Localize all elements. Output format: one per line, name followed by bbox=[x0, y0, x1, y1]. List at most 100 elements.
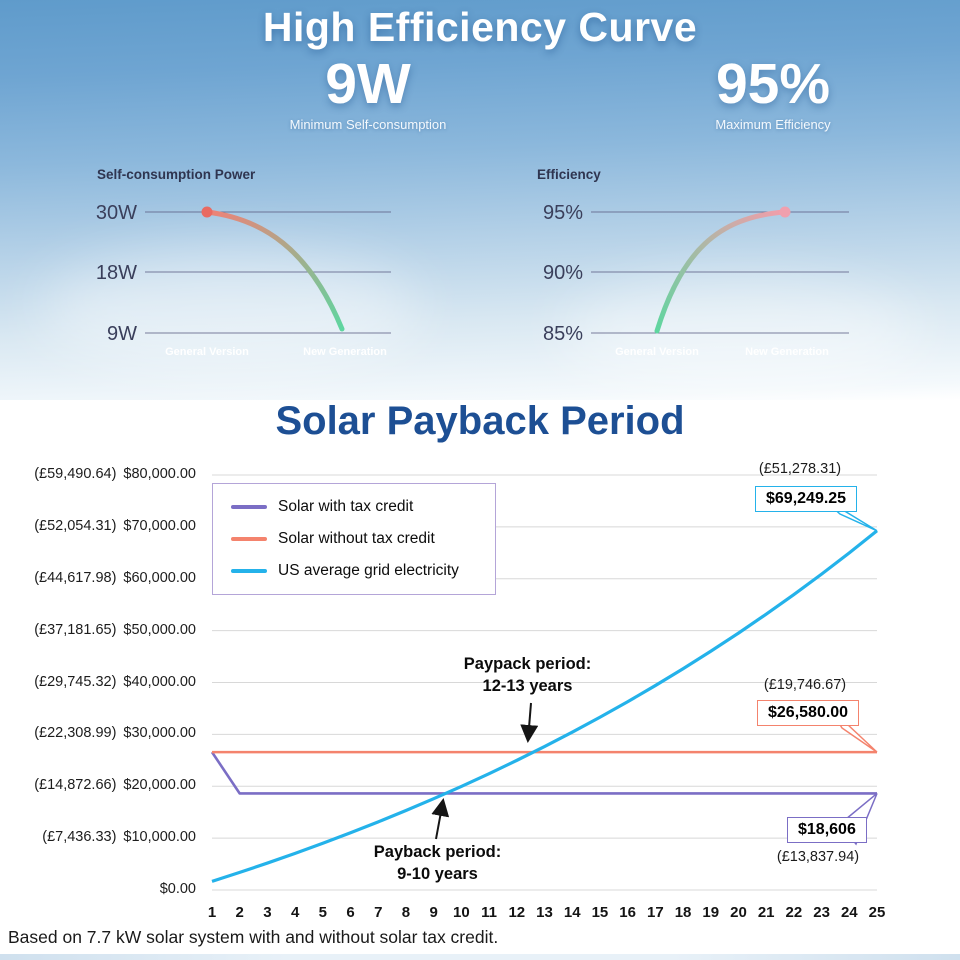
x-axis-label: 24 bbox=[840, 904, 858, 921]
series-line-0 bbox=[210, 751, 877, 795]
annotation-payback-12-13: Paypack period: 12-13 years bbox=[445, 653, 610, 698]
efficiency-chart: Efficiency 95% 90% 85% General Version N… bbox=[537, 167, 849, 358]
x-axis-label: 10 bbox=[453, 904, 470, 921]
y-tick: 30W bbox=[96, 202, 137, 224]
legend-line-sample bbox=[231, 569, 267, 573]
annotation-line: 12-13 years bbox=[482, 677, 573, 696]
y-label-gbp: (£52,054.31) bbox=[34, 517, 117, 534]
x-axis-label: 23 bbox=[813, 904, 830, 921]
x-axis-label: 11 bbox=[481, 904, 497, 921]
curve-end-dot bbox=[779, 206, 791, 218]
y-label-usd: $10,000.00 bbox=[123, 829, 196, 846]
callout-usd-with-credit: $18,606 bbox=[787, 817, 867, 843]
y-label-gbp: (£44,617.98) bbox=[34, 569, 117, 586]
power-curve bbox=[204, 209, 345, 332]
y-axis-label: (£22,308.99) $30,000.00 bbox=[0, 725, 196, 741]
legend-line-sample bbox=[231, 537, 267, 541]
legend-line-sample bbox=[231, 505, 267, 509]
y-tick: 85% bbox=[543, 323, 583, 345]
annotation-line: Paypack period: bbox=[463, 655, 592, 673]
annotation-payback-9-10: Payback period: 9-10 years bbox=[355, 841, 520, 886]
x-axis-label: 8 bbox=[401, 904, 411, 921]
hero-title: High Efficiency Curve bbox=[262, 4, 698, 50]
x-axis-label: 7 bbox=[374, 904, 383, 921]
y-label-gbp: (£29,745.32) bbox=[34, 673, 117, 690]
payback-title: Solar Payback Period bbox=[275, 399, 685, 443]
x-axis-label: 1 bbox=[207, 904, 217, 921]
bottom-strip bbox=[0, 954, 960, 960]
y-label-gbp: (£37,181.65) bbox=[34, 621, 117, 638]
y-tick: 9W bbox=[107, 323, 137, 345]
curve-start-dot bbox=[201, 206, 213, 218]
hero-section: High Efficiency Curve 9W Minimum Self-co… bbox=[0, 0, 960, 400]
y-label-usd: $0.00 bbox=[159, 881, 196, 897]
y-axis-label: (£59,490.64) $80,000.00 bbox=[0, 466, 196, 482]
y-label-usd: $20,000.00 bbox=[123, 777, 196, 794]
x-category: New Generation bbox=[745, 346, 829, 358]
y-label-gbp: (£14,872.66) bbox=[34, 777, 117, 794]
stat-label: Maximum Efficiency bbox=[715, 117, 831, 132]
y-axis-label: (£14,872.66) $20,000.00 bbox=[0, 777, 196, 793]
x-category: New Generation bbox=[303, 346, 387, 358]
y-axis-label: (£29,745.32) $40,000.00 bbox=[0, 674, 196, 690]
stat-label: Minimum Self-consumption bbox=[289, 117, 447, 132]
callout-gbp-no-credit: (£19,746.67) bbox=[763, 677, 847, 693]
y-label-usd: $70,000.00 bbox=[123, 517, 196, 534]
y-axis-label: (£7,436.33) $10,000.00 bbox=[0, 829, 196, 845]
arrow-9-10 bbox=[431, 798, 450, 840]
y-label-gbp: (£59,490.64) bbox=[34, 466, 117, 482]
y-label-usd: $40,000.00 bbox=[123, 673, 196, 690]
x-axis-label: 3 bbox=[263, 904, 272, 921]
x-axis-label: 9 bbox=[429, 904, 438, 921]
stat-max-efficiency: 95% Maximum Efficiency bbox=[673, 52, 873, 133]
x-category: General Version bbox=[165, 346, 249, 358]
x-axis-label: 5 bbox=[318, 904, 327, 921]
x-axis-label: 12 bbox=[508, 904, 526, 921]
callout-gbp-with-credit: (£13,837.94) bbox=[776, 849, 860, 865]
y-axis-label: $0.00 bbox=[0, 881, 196, 897]
legend-item: Solar without tax credit bbox=[231, 530, 495, 548]
annotation-line: 9-10 years bbox=[397, 865, 478, 884]
legend-label: Solar without tax credit bbox=[278, 530, 435, 547]
x-axis-label: 2 bbox=[235, 904, 244, 921]
y-label-usd: $30,000.00 bbox=[123, 725, 196, 742]
y-tick: 90% bbox=[543, 262, 583, 284]
y-axis-label: (£37,181.65) $50,000.00 bbox=[0, 622, 196, 638]
x-axis-label: 13 bbox=[536, 904, 553, 921]
y-label-usd: $80,000.00 bbox=[123, 466, 196, 482]
y-label-gbp: (£7,436.33) bbox=[42, 829, 117, 846]
chart-legend: Solar with tax credit Solar without tax c… bbox=[212, 483, 496, 595]
annotation-line: Payback period: bbox=[373, 843, 502, 861]
y-tick: 18W bbox=[96, 262, 137, 284]
legend-item: Solar with tax credit bbox=[231, 498, 495, 516]
x-axis-label: 14 bbox=[563, 904, 581, 921]
y-label-usd: $50,000.00 bbox=[123, 621, 196, 638]
x-axis-label: 6 bbox=[346, 904, 355, 921]
self-consumption-chart: Self-consumption Power 30W 18W 9W Genera… bbox=[96, 167, 391, 358]
stat-value: 95% bbox=[715, 52, 831, 116]
x-axis-label: 16 bbox=[619, 904, 636, 921]
chart-title: Efficiency bbox=[537, 167, 601, 182]
x-axis-label: 22 bbox=[785, 904, 803, 921]
legend-label: Solar with tax credit bbox=[278, 498, 414, 515]
x-axis-label: 21 bbox=[757, 904, 775, 921]
y-tick: 95% bbox=[543, 202, 583, 224]
callout-usd-no-credit: $26,580.00 bbox=[757, 700, 860, 726]
legend-item: US average grid electricity bbox=[231, 562, 495, 580]
x-axis-label: 20 bbox=[730, 904, 747, 921]
x-axis-label: 17 bbox=[646, 904, 664, 921]
callout-gbp-grid: (£51,278.31) bbox=[758, 461, 842, 477]
x-axis-label: 4 bbox=[290, 904, 300, 921]
cloud-decoration bbox=[560, 280, 920, 390]
cloud-decoration bbox=[40, 250, 420, 370]
arrow-12-13 bbox=[520, 702, 539, 743]
chart-title: Self-consumption Power bbox=[97, 167, 256, 182]
y-label-gbp: (£22,308.99) bbox=[34, 725, 117, 742]
y-axis-label: (£52,054.31) $70,000.00 bbox=[0, 518, 196, 534]
y-axis-label: (£44,617.98) $60,000.00 bbox=[0, 570, 196, 586]
footnote: Based on 7.7 kW solar system with and wi… bbox=[8, 927, 499, 947]
efficiency-curve bbox=[654, 209, 788, 334]
x-axis-label: 15 bbox=[591, 904, 609, 921]
x-axis-label: 19 bbox=[702, 904, 720, 921]
legend-label: US average grid electricity bbox=[278, 562, 459, 579]
